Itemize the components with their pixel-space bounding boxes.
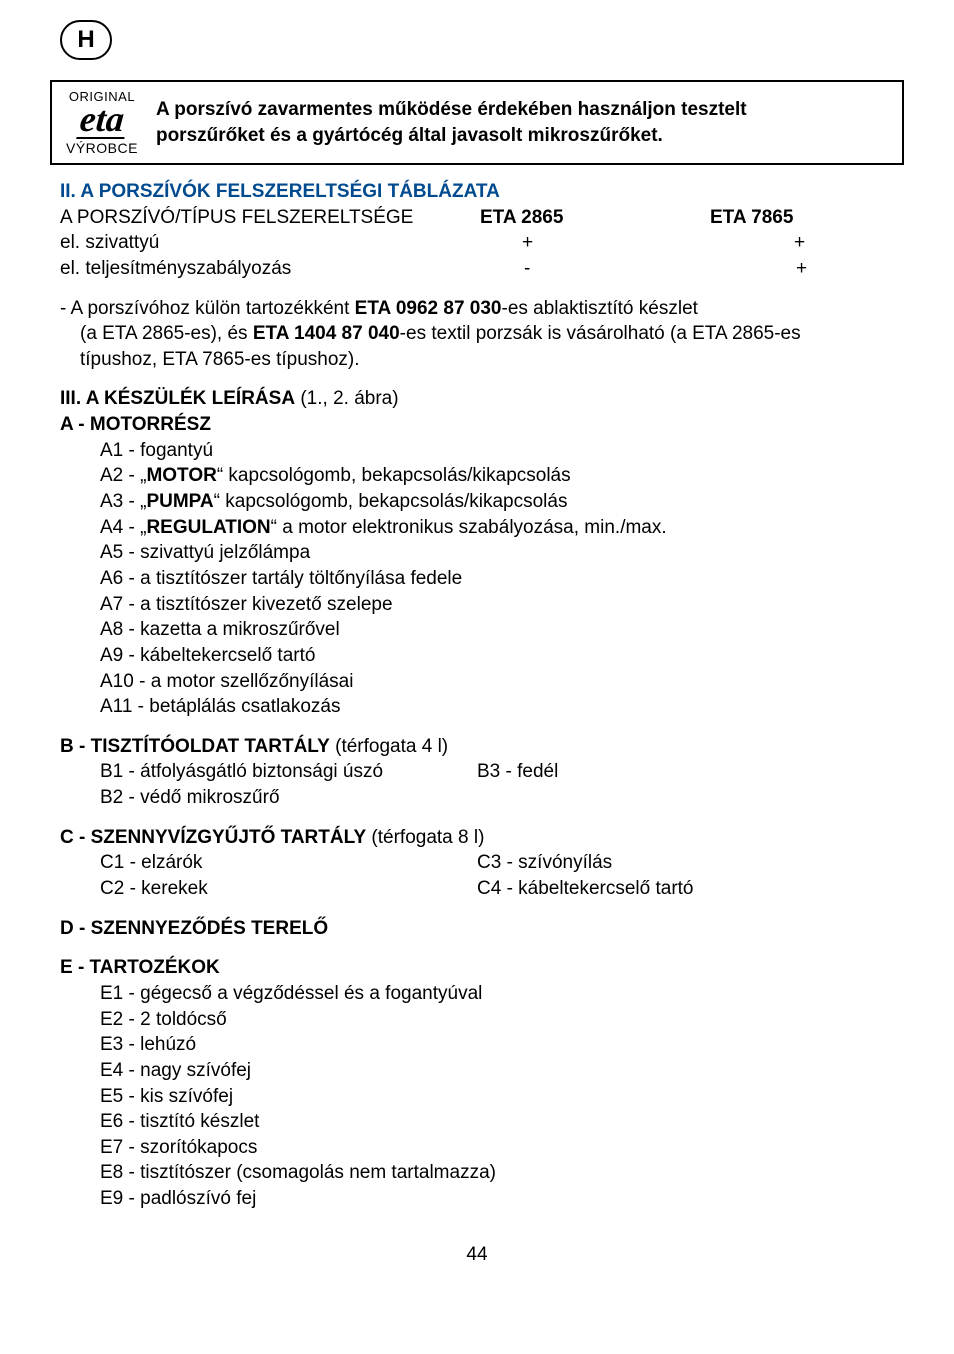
item-a4: A4 - „REGULATION“ a motor elektronikus s… (60, 515, 894, 541)
equip-col2-header: ETA 7865 (710, 205, 894, 231)
cell: el. szivattyú (60, 230, 480, 256)
section-ii-heading: II. A PORSZÍVÓK FELSZERELTSÉGI TÁBLÁZATA (60, 179, 894, 205)
item-c2: C2 - kerekek (60, 876, 477, 902)
item-a1: A1 - fogantyú (60, 438, 894, 464)
item-a11: A11 - betáplálás csatlakozás (60, 694, 894, 720)
notice-text: A porszívó zavarmentes működése érdekébe… (156, 97, 747, 148)
equip-col1-header: ETA 2865 (480, 205, 710, 231)
cell: + (480, 230, 752, 256)
notice-line1: A porszívó zavarmentes működése érdekébe… (156, 99, 747, 120)
item-a10: A10 - a motor szellőzőnyílásai (60, 669, 894, 695)
item-a5: A5 - szivattyú jelzőlámpa (60, 540, 894, 566)
item-b3: B3 - fedél (477, 759, 894, 785)
equip-header-row: A PORSZÍVÓ/TÍPUS FELSZERELTSÉGE ETA 2865… (60, 205, 894, 231)
t: ETA 1404 87 040 (253, 323, 400, 344)
page-number: 44 (60, 1242, 894, 1268)
t: típushoz, ETA 7865-es típushoz). (80, 349, 360, 370)
item-e3: E3 - lehúzó (60, 1032, 894, 1058)
t: -es textil porzsák is vásárolható (a ETA… (400, 323, 801, 344)
cell: + (754, 256, 894, 282)
item-a8: A8 - kazetta a mikroszűrővel (60, 617, 894, 643)
logo-bot: VÝROBCE (66, 141, 138, 155)
item-a3: A3 - „PUMPA“ kapcsológomb, bekapcsolás/k… (60, 489, 894, 515)
item-c3: C3 - szívónyílás (477, 850, 894, 876)
item-e1: E1 - gégecső a végződéssel és a fogantyú… (60, 981, 894, 1007)
item-e2: E2 - 2 toldócső (60, 1007, 894, 1033)
equip-col0-header: A PORSZÍVÓ/TÍPUS FELSZERELTSÉGE (60, 205, 480, 231)
manufacturer-logo: ORIGINAL eta VÝROBCE (66, 90, 138, 155)
item-a6: A6 - a tisztítószer tartály töltőnyílása… (60, 566, 894, 592)
item-e8: E8 - tisztítószer (csomagolás nem tartal… (60, 1160, 894, 1186)
equip-row-2: el. teljesítményszabályozás - + (60, 256, 894, 282)
item-c4: C4 - kábeltekercselő tartó (477, 876, 894, 902)
section-d-heading: D - SZENNYEZŐDÉS TERELŐ (60, 916, 894, 942)
item-a9: A9 - kábeltekercselő tartó (60, 643, 894, 669)
cell: + (752, 230, 894, 256)
item-a7: A7 - a tisztítószer kivezető szelepe (60, 592, 894, 618)
section-b-heading: B - TISZTÍTÓOLDAT TARTÁLY (térfogata 4 l… (60, 734, 894, 760)
notice-box: ORIGINAL eta VÝROBCE A porszívó zavarmen… (50, 80, 904, 165)
t: (a ETA 2865-es), és (80, 323, 253, 344)
accessory-note: - A porszívóhoz külön tartozékként ETA 0… (60, 296, 894, 373)
item-e7: E7 - szorítókapocs (60, 1135, 894, 1161)
notice-line2: porszűrőket és a gyártócég által javasol… (156, 125, 663, 146)
equip-row-1: el. szivattyú + + (60, 230, 894, 256)
section-e-heading: E - TARTOZÉKOK (60, 955, 894, 981)
item-e5: E5 - kis szívófej (60, 1084, 894, 1110)
language-badge: H (60, 20, 112, 60)
logo-mid: eta (76, 101, 127, 139)
cell: el. teljesítményszabályozás (60, 256, 480, 282)
t: - A porszívóhoz külön tartozékként (60, 298, 355, 319)
item-a2: A2 - „MOTOR“ kapcsológomb, bekapcsolás/k… (60, 463, 894, 489)
item-e4: E4 - nagy szívófej (60, 1058, 894, 1084)
item-b2: B2 - védő mikroszűrő (60, 785, 477, 811)
item-e6: E6 - tisztító készlet (60, 1109, 894, 1135)
item-c1: C1 - elzárók (60, 850, 477, 876)
item-b1: B1 - átfolyásgátló biztonsági úszó (60, 759, 477, 785)
item-e9: E9 - padlószívó fej (60, 1186, 894, 1212)
t: -es ablaktisztító készlet (502, 298, 698, 319)
cell: - (480, 256, 754, 282)
section-c-heading: C - SZENNYVÍZGYŰJTŐ TARTÁLY (térfogata 8… (60, 825, 894, 851)
section-iii-heading: III. A KÉSZÜLÉK LEÍRÁSA (1., 2. ábra) (60, 386, 894, 412)
section-a-heading: A - MOTORRÉSZ (60, 412, 894, 438)
t: ETA 0962 87 030 (355, 298, 502, 319)
